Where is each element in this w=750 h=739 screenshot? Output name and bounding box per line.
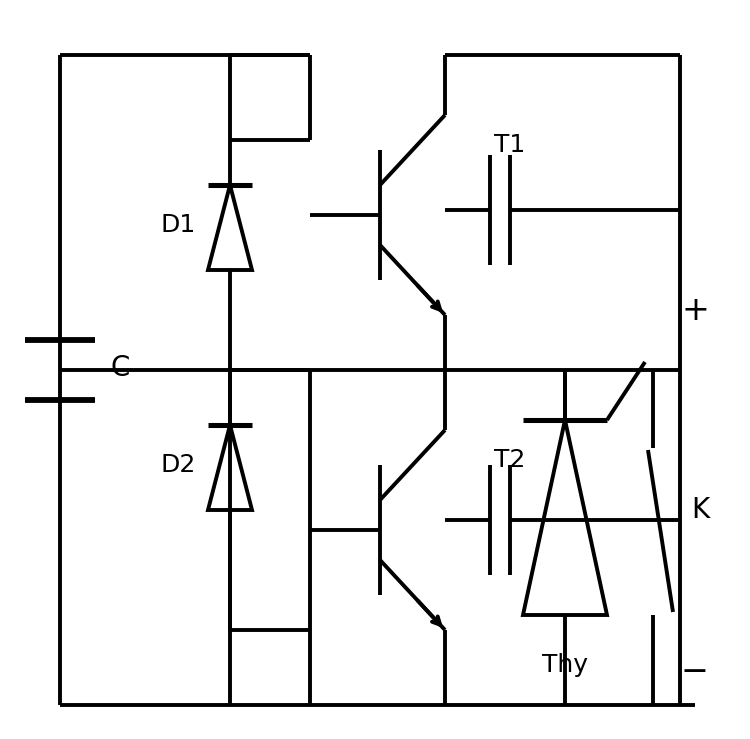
Text: D1: D1 [160,213,196,237]
Text: T2: T2 [494,448,526,472]
Text: T1: T1 [494,133,526,157]
Text: +: + [681,293,709,327]
Text: −: − [681,655,709,689]
Text: C: C [110,354,130,382]
Text: D2: D2 [160,453,196,477]
Text: Thy: Thy [542,653,588,677]
Text: K: K [691,496,709,524]
